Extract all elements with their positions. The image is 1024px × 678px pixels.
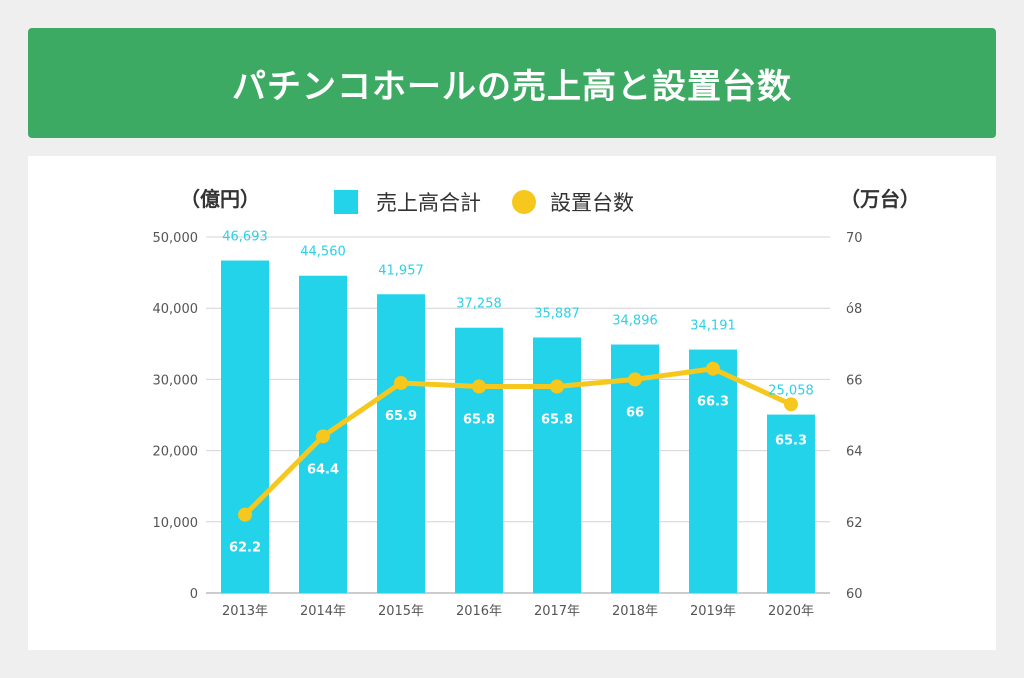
chart: 46,693 44,560 41,957 37,258 35,887 34,896 34,1… — [153, 187, 921, 619]
right-tick-label: 66 — [846, 373, 863, 388]
bar-value-label: 25,058 — [768, 384, 814, 399]
left-tick-label: 40,000 — [153, 302, 199, 317]
right-tick-label: 64 — [846, 445, 863, 460]
x-tick-label: 2014年 — [300, 604, 346, 619]
line-point — [706, 361, 720, 376]
x-tick-label: 2019年 — [690, 604, 736, 619]
title-banner: パチンコホールの売上高と設置台数 — [28, 28, 996, 138]
legend: 売上高合計 設置台数 — [334, 190, 634, 215]
x-tick-label: 2018年 — [612, 604, 658, 619]
axes: 0 60 10,000 62 20,000 64 30,000 66 40,000 ó8 50,00… — [153, 231, 863, 619]
point-value-label: 66.3 — [697, 395, 729, 410]
x-tick-label: 2016年 — [456, 604, 502, 619]
point-value-label: 66 — [626, 405, 644, 420]
bar — [533, 337, 581, 593]
series-line — [243, 366, 793, 517]
line-point — [550, 379, 564, 394]
x-tick-label: 2020年 — [768, 604, 814, 619]
right-axis-unit: （万台） — [840, 187, 920, 211]
line-point — [472, 379, 486, 394]
bar — [767, 414, 815, 593]
point-value-label: 64.4 — [307, 462, 339, 477]
point-value-label: 62.2 — [229, 541, 261, 556]
legend-bar-label: 売上高合計 — [376, 191, 481, 215]
x-tick-label: 2015年 — [378, 604, 424, 619]
line-point — [628, 372, 642, 387]
right-tick-label: 62 — [846, 516, 863, 531]
chart-title: パチンコホールの売上高と設置台数 — [232, 66, 792, 107]
bar-value-label: 46,693 — [222, 230, 268, 245]
bar — [221, 260, 269, 593]
left-tick-label: 30,000 — [153, 373, 199, 388]
data-labels: 46,693 44,560 41,957 37,258 35,887 34,896 34,1… — [222, 230, 814, 556]
bar-value-label: 35,887 — [534, 306, 580, 321]
line-series — [238, 361, 798, 522]
legend-bar-swatch — [334, 190, 358, 214]
bar-value-label: 37,258 — [456, 297, 502, 312]
legend-line-label: 設置台数 — [550, 191, 634, 215]
point-value-label: 65.9 — [385, 409, 417, 424]
line-point — [394, 375, 408, 390]
bar — [377, 294, 425, 593]
bar-value-label: 41,957 — [378, 263, 424, 278]
point-value-label: 65.8 — [541, 413, 573, 428]
line-point — [238, 507, 252, 522]
bar-series — [221, 260, 815, 593]
left-tick-label: 10,000 — [153, 516, 199, 531]
left-tick-label: 20,000 — [153, 445, 199, 460]
line-point — [784, 397, 798, 412]
legend-line-swatch — [512, 190, 536, 214]
chart-card: 46,693 44,560 41,957 37,258 35,887 34,896 34,1… — [28, 156, 996, 650]
point-value-label: 65.3 — [775, 433, 807, 448]
bar — [689, 349, 737, 593]
left-axis-unit: （億円） — [180, 187, 260, 211]
bar-value-label: 34,896 — [612, 314, 658, 329]
line-point — [316, 429, 330, 444]
right-tick-label: 60 — [846, 587, 863, 602]
bar — [455, 327, 503, 593]
point-value-label: 65.8 — [463, 413, 495, 428]
left-tick-label: 0 — [190, 587, 198, 602]
bar-value-label: 34,191 — [690, 319, 736, 334]
bar-value-label: 44,560 — [300, 245, 346, 260]
left-tick-label: 50,000 — [153, 231, 199, 246]
right-tick-label: 70 — [846, 231, 863, 246]
x-tick-label: 2013年 — [222, 604, 268, 619]
x-tick-label: 2017年 — [534, 604, 580, 619]
right-tick-label: ó8 — [846, 302, 862, 317]
